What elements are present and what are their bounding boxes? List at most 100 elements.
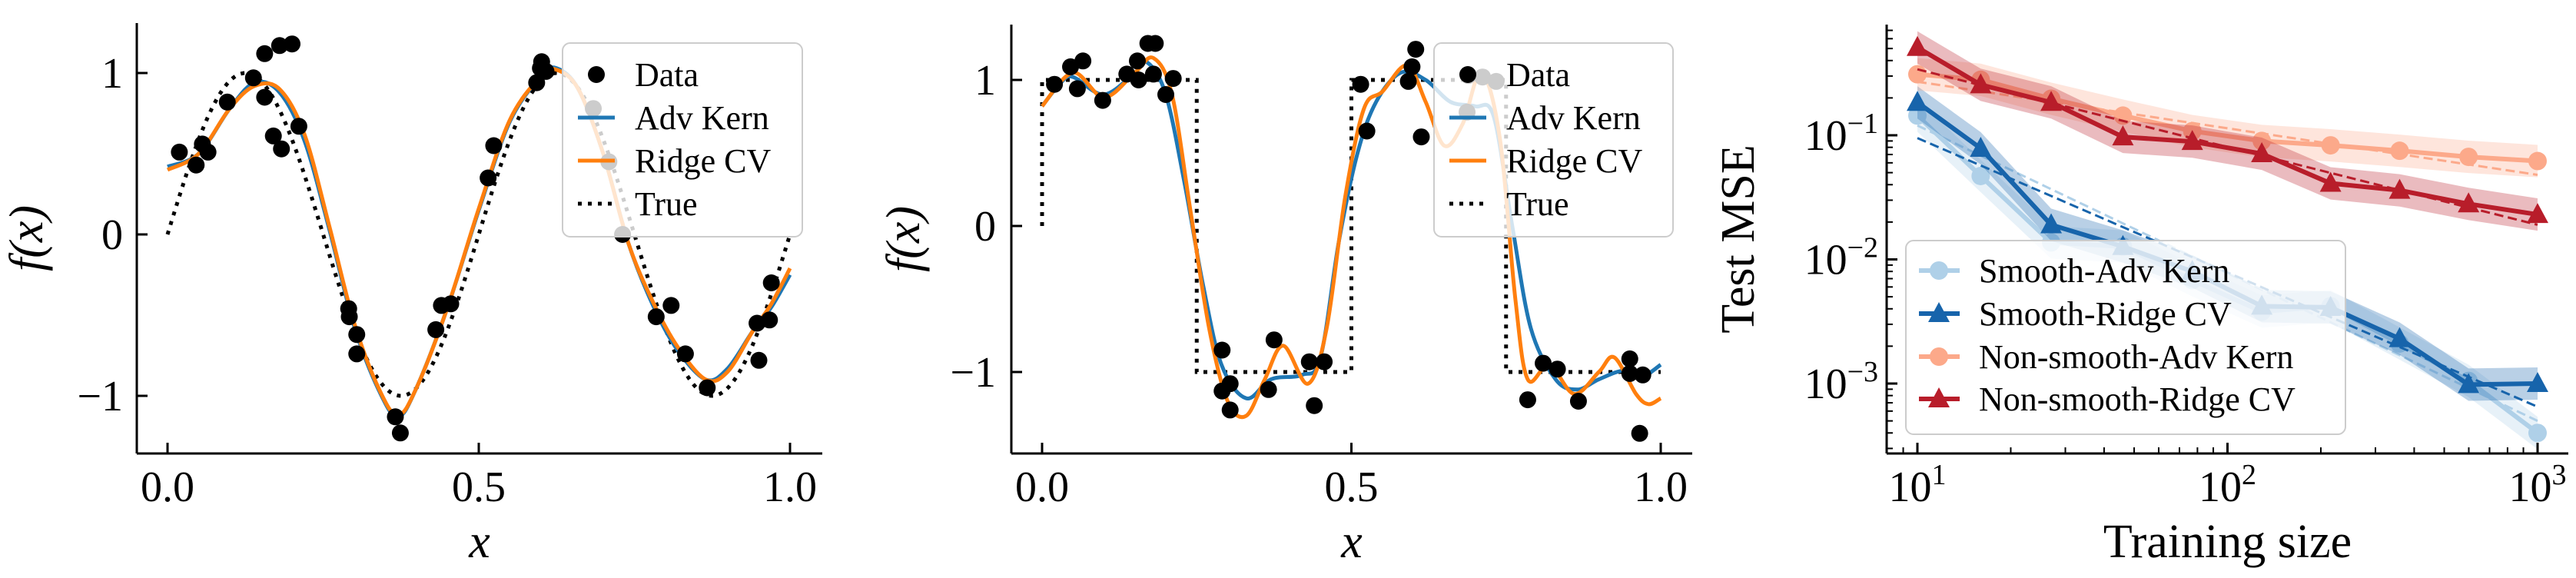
tick-base: 10: [2199, 463, 2242, 511]
true-function-line: [1040, 78, 1661, 374]
subplot-2: 0.0 0.5 1.0 −1 0 1 x f(x) Data Adv Kern Ridge CV Tr…: [878, 25, 1692, 568]
non-smooth-adv-kern-marker: [2390, 141, 2409, 161]
smooth-ridge-cv-marker: [2458, 373, 2480, 394]
data-point: [1407, 41, 1425, 58]
legend-frame: [1905, 240, 2346, 435]
smooth-adv-kern-marker: [1908, 106, 1927, 125]
data-point: [340, 308, 358, 326]
tick-base: 10: [2509, 463, 2552, 511]
data-point: [485, 137, 503, 154]
data-point: [188, 156, 205, 174]
data-point: [199, 143, 217, 161]
legend-frame: [562, 42, 803, 238]
data-point: [218, 93, 236, 111]
legend-handle: [1919, 302, 1960, 322]
legend-label: Data: [1506, 56, 1570, 94]
non-smooth-ridge-cv-marker: [1970, 73, 1992, 94]
smooth-adv-kern-fit-line: [1917, 124, 2538, 422]
x-tick-label: 0.0: [141, 463, 194, 511]
y-tick-label: 1: [101, 50, 123, 98]
non-smooth-adv-kern-marker: [2252, 131, 2272, 151]
non-smooth-ridge-cv-marker: [2527, 203, 2548, 224]
subplot-1: 0.0 0.5 1.0 −1 0 1 x f(x) Data Adv Kern Ridge CV Tr…: [1, 23, 822, 568]
non-smooth-adv-kern-marker: [2459, 148, 2478, 167]
data-point: [1147, 35, 1164, 52]
legend: Smooth-Adv Kern Smooth-Ridge CV Non-smooth…: [1905, 240, 2346, 435]
data-point: [1130, 71, 1147, 88]
plot-area: [1907, 31, 2548, 450]
legend-frame: [1433, 42, 1674, 238]
tick-base: 10: [1804, 360, 1847, 408]
x-tick-label: 1.0: [1634, 463, 1688, 511]
legend-label: True: [1506, 185, 1569, 223]
data-point: [1128, 52, 1146, 70]
data-point: [1412, 128, 1430, 146]
data-point: [271, 37, 288, 55]
data-point: [256, 88, 274, 106]
plot-area: [165, 35, 792, 442]
y-tick-label: 10−2: [1804, 232, 1878, 284]
data-point: [1157, 86, 1174, 103]
data-point: [1403, 58, 1421, 75]
non-smooth-ridge-cv-marker: [2181, 130, 2203, 151]
smooth-adv-kern-marker: [2528, 424, 2547, 443]
data-point: [676, 345, 694, 363]
data-point: [1074, 52, 1092, 70]
data-point: [1221, 401, 1239, 419]
non-smooth-ridge-cv-marker: [2458, 192, 2480, 213]
legend-marker-data: [1459, 66, 1476, 83]
data-point: [1358, 122, 1376, 140]
y-axis-label: f(x): [1, 205, 53, 271]
tick-base: 10: [1804, 237, 1847, 284]
tick-base: 10: [1889, 463, 1932, 511]
legend-handle: [1919, 347, 1960, 366]
legend-label: Smooth-Ridge CV: [1979, 295, 2232, 333]
legend-marker: [1928, 387, 1950, 407]
data-point: [647, 308, 665, 326]
non-smooth-ridge-cv-marker: [2388, 178, 2411, 199]
non-smooth-adv-kern-marker: [2528, 151, 2547, 171]
x-tick-label: 0.5: [1325, 463, 1379, 511]
legend-handle: [1919, 387, 1960, 407]
data-point: [1221, 375, 1239, 393]
legend-label: Non-smooth-Ridge CV: [1979, 380, 2295, 418]
x-tick-label: 101: [1889, 459, 1947, 511]
legend-marker: [1930, 347, 1948, 366]
data-point: [699, 379, 716, 397]
non-smooth-adv-kern-fit-line: [1917, 80, 2538, 176]
x-tick-label: 103: [2509, 459, 2567, 511]
plot-area: [1040, 35, 1662, 442]
data-point: [1316, 353, 1333, 370]
data-point: [1519, 391, 1536, 409]
legend-handle: [1459, 66, 1476, 83]
data-point: [391, 424, 409, 442]
non-smooth-ridge-cv-marker: [2319, 171, 2342, 192]
tick-exponent: −3: [1847, 356, 1878, 388]
tick-exponent: 2: [2242, 459, 2256, 491]
x-tick-label: 0.5: [452, 463, 506, 511]
data-point: [348, 326, 366, 344]
tick-exponent: −2: [1847, 232, 1878, 264]
data-point: [1549, 360, 1566, 378]
data-point: [528, 74, 546, 91]
smooth-ridge-cv-marker: [1970, 136, 1992, 157]
data-point: [290, 118, 307, 135]
data-point: [427, 321, 445, 338]
data-point: [1068, 80, 1086, 98]
x-axis-label: x: [1340, 516, 1363, 568]
legend-handle: [588, 66, 605, 83]
data-point: [1300, 353, 1318, 370]
non-smooth-adv-kern-line: [1917, 71, 2538, 164]
y-axis-label: Test MSE: [1712, 144, 1764, 333]
data-point: [1352, 75, 1369, 93]
data-point: [480, 169, 497, 187]
legend: Data Adv Kern Ridge CV True: [562, 42, 803, 238]
legend-label: Adv Kern: [635, 99, 769, 137]
data-point: [1621, 364, 1638, 382]
data-point: [1631, 424, 1648, 442]
legend-label: Smooth-Adv Kern: [1979, 252, 2229, 290]
data-point: [1260, 380, 1277, 398]
x-axis-label: Training size: [2103, 516, 2352, 568]
data-point: [244, 69, 262, 87]
